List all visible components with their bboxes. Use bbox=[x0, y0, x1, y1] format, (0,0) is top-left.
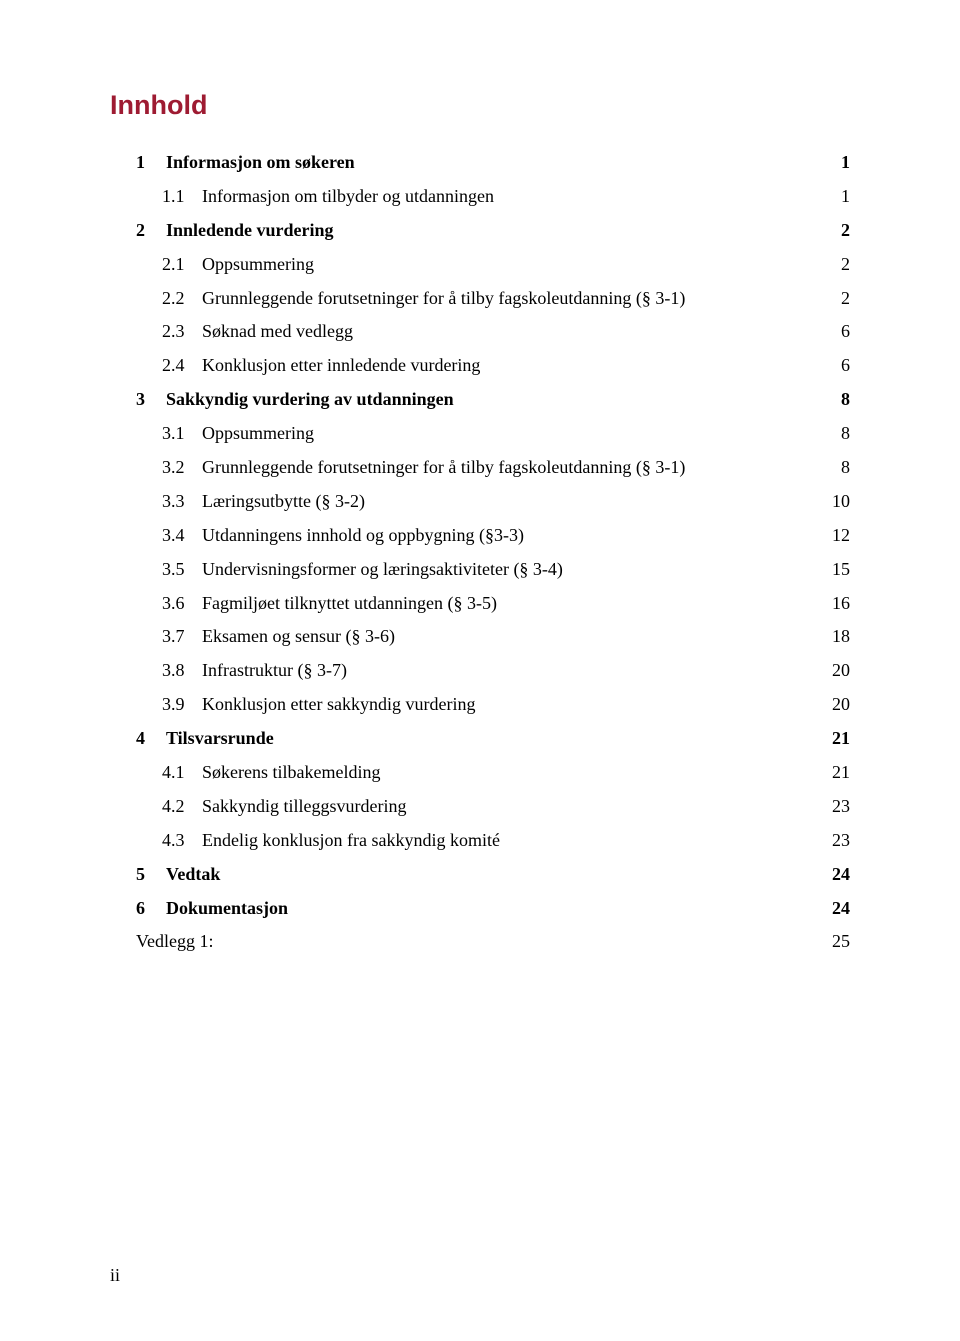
toc-entry[interactable]: 2Innledende vurdering2 bbox=[110, 217, 850, 245]
toc-entry-number: 3.2 bbox=[162, 454, 202, 482]
toc-entry[interactable]: 3.9Konklusjon etter sakkyndig vurdering 2… bbox=[110, 691, 850, 719]
toc-entry-page: 20 bbox=[826, 657, 850, 685]
toc-entry-label: Informasjon om tilbyder og utdanningen bbox=[202, 183, 494, 211]
toc-entry-label: Søkerens tilbakemelding bbox=[202, 759, 380, 787]
toc-entry-label: Grunnleggende forutsetninger for å tilby… bbox=[202, 454, 685, 482]
toc-entry-page: 10 bbox=[826, 488, 850, 516]
toc-entry-number: 2.2 bbox=[162, 285, 202, 313]
toc-entry-number: 1 bbox=[136, 149, 166, 177]
toc-entry-number: 3.3 bbox=[162, 488, 202, 516]
toc-entry-number: 3 bbox=[136, 386, 166, 414]
toc-entry-number: 2.1 bbox=[162, 251, 202, 279]
toc-entry[interactable]: 4.1Søkerens tilbakemelding 21 bbox=[110, 759, 850, 787]
toc-entry-number: 4 bbox=[136, 725, 166, 753]
toc-entry-label: Konklusjon etter sakkyndig vurdering bbox=[202, 691, 475, 719]
toc-entry[interactable]: 2.1Oppsummering 2 bbox=[110, 251, 850, 279]
toc-entry[interactable]: 2.4Konklusjon etter innledende vurdering… bbox=[110, 352, 850, 380]
toc-entry-label: Innledende vurdering bbox=[166, 217, 334, 245]
toc-entry-label: Undervisningsformer og læringsaktivitete… bbox=[202, 556, 563, 584]
toc-entry-page: 8 bbox=[826, 454, 850, 482]
toc-entry[interactable]: 3.1Oppsummering 8 bbox=[110, 420, 850, 448]
toc-entry-number: 3.7 bbox=[162, 623, 202, 651]
toc-entry-label: Søknad med vedlegg bbox=[202, 318, 353, 346]
toc-entry-page: 16 bbox=[826, 590, 850, 618]
toc-entry-label: Grunnleggende forutsetninger for å tilby… bbox=[202, 285, 685, 313]
toc-entry[interactable]: 4.2Sakkyndig tilleggsvurdering 23 bbox=[110, 793, 850, 821]
toc-entry[interactable]: 3.3Læringsutbytte (§ 3-2) 10 bbox=[110, 488, 850, 516]
toc-heading: Innhold bbox=[110, 90, 850, 121]
table-of-contents: 1Informasjon om søkeren11.1Informasjon o… bbox=[110, 149, 850, 956]
toc-entry[interactable]: 3Sakkyndig vurdering av utdanningen 8 bbox=[110, 386, 850, 414]
toc-entry-page: 2 bbox=[826, 251, 850, 279]
toc-entry-label: Oppsummering bbox=[202, 420, 314, 448]
toc-entry-page: 21 bbox=[826, 725, 850, 753]
toc-entry-page: 23 bbox=[826, 827, 850, 855]
toc-entry-label: Eksamen og sensur (§ 3-6) bbox=[202, 623, 395, 651]
toc-entry-number: 3.1 bbox=[162, 420, 202, 448]
toc-entry-number: 6 bbox=[136, 895, 166, 923]
toc-entry[interactable]: 2.2Grunnleggende forutsetninger for å ti… bbox=[110, 285, 850, 313]
toc-entry-number: 2.3 bbox=[162, 318, 202, 346]
toc-entry-page: 2 bbox=[826, 285, 850, 313]
toc-entry[interactable]: 3.6Fagmiljøet tilknyttet utdanningen (§ … bbox=[110, 590, 850, 618]
toc-entry-label: Tilsvarsrunde bbox=[166, 725, 274, 753]
toc-entry-label: Læringsutbytte (§ 3-2) bbox=[202, 488, 365, 516]
toc-entry-page: 21 bbox=[826, 759, 850, 787]
toc-entry-number: 3.4 bbox=[162, 522, 202, 550]
toc-entry[interactable]: 3.5Undervisningsformer og læringsaktivit… bbox=[110, 556, 850, 584]
toc-entry-number: 3.9 bbox=[162, 691, 202, 719]
toc-entry[interactable]: 5Vedtak 24 bbox=[110, 861, 850, 889]
toc-entry-label: Oppsummering bbox=[202, 251, 314, 279]
toc-entry[interactable]: 1.1Informasjon om tilbyder og utdanninge… bbox=[110, 183, 850, 211]
toc-entry-label: Fagmiljøet tilknyttet utdanningen (§ 3-5… bbox=[202, 590, 497, 618]
toc-entry-number: 2 bbox=[136, 217, 166, 245]
toc-entry-label: Informasjon om søkeren bbox=[166, 149, 355, 177]
toc-entry[interactable]: 6Dokumentasjon 24 bbox=[110, 895, 850, 923]
toc-entry-page: 2 bbox=[826, 217, 850, 245]
toc-entry-number: 5 bbox=[136, 861, 166, 889]
toc-entry-number: 4.2 bbox=[162, 793, 202, 821]
toc-entry[interactable]: 4.3Endelig konklusjon fra sakkyndig komi… bbox=[110, 827, 850, 855]
toc-entry-label: Dokumentasjon bbox=[166, 895, 288, 923]
toc-entry-page: 20 bbox=[826, 691, 850, 719]
toc-entry-label: Infrastruktur (§ 3-7) bbox=[202, 657, 347, 685]
toc-entry-label: Sakkyndig vurdering av utdanningen bbox=[166, 386, 454, 414]
toc-entry[interactable]: 4Tilsvarsrunde 21 bbox=[110, 725, 850, 753]
toc-entry-page: 25 bbox=[826, 928, 850, 956]
toc-entry-label: Endelig konklusjon fra sakkyndig komité bbox=[202, 827, 500, 855]
toc-entry[interactable]: 3.2Grunnleggende forutsetninger for å ti… bbox=[110, 454, 850, 482]
toc-entry[interactable]: 2.3Søknad med vedlegg 6 bbox=[110, 318, 850, 346]
toc-entry[interactable]: 3.4Utdanningens innhold og oppbygning (§… bbox=[110, 522, 850, 550]
toc-entry-page: 23 bbox=[826, 793, 850, 821]
toc-entry-page: 15 bbox=[826, 556, 850, 584]
toc-entry-number: 3.6 bbox=[162, 590, 202, 618]
toc-entry-label: Sakkyndig tilleggsvurdering bbox=[202, 793, 406, 821]
toc-entry-page: 12 bbox=[826, 522, 850, 550]
toc-entry-label: Utdanningens innhold og oppbygning (§3-3… bbox=[202, 522, 524, 550]
toc-entry[interactable]: 3.8Infrastruktur (§ 3-7) 20 bbox=[110, 657, 850, 685]
toc-entry-page: 8 bbox=[826, 386, 850, 414]
toc-entry-page: 18 bbox=[826, 623, 850, 651]
toc-entry-page: 8 bbox=[826, 420, 850, 448]
toc-entry-number: 2.4 bbox=[162, 352, 202, 380]
toc-entry-label: Vedtak bbox=[166, 861, 220, 889]
toc-entry-page: 1 bbox=[826, 149, 850, 177]
toc-entry-number: 4.1 bbox=[162, 759, 202, 787]
toc-entry-number: 3.5 bbox=[162, 556, 202, 584]
toc-entry-page: 24 bbox=[826, 861, 850, 889]
toc-entry[interactable]: Vedlegg 1: 25 bbox=[110, 928, 850, 956]
toc-entry-page: 6 bbox=[826, 352, 850, 380]
toc-entry-label: Konklusjon etter innledende vurdering bbox=[202, 352, 480, 380]
toc-entry-page: 24 bbox=[826, 895, 850, 923]
toc-entry[interactable]: 3.7Eksamen og sensur (§ 3-6) 18 bbox=[110, 623, 850, 651]
toc-entry-page: 6 bbox=[826, 318, 850, 346]
toc-entry-page: 1 bbox=[826, 183, 850, 211]
page-number-footer: ii bbox=[110, 1265, 120, 1286]
toc-entry-number: 3.8 bbox=[162, 657, 202, 685]
toc-entry-label: Vedlegg 1: bbox=[136, 928, 213, 956]
toc-entry[interactable]: 1Informasjon om søkeren1 bbox=[110, 149, 850, 177]
toc-entry-number: 1.1 bbox=[162, 183, 202, 211]
toc-entry-number: 4.3 bbox=[162, 827, 202, 855]
